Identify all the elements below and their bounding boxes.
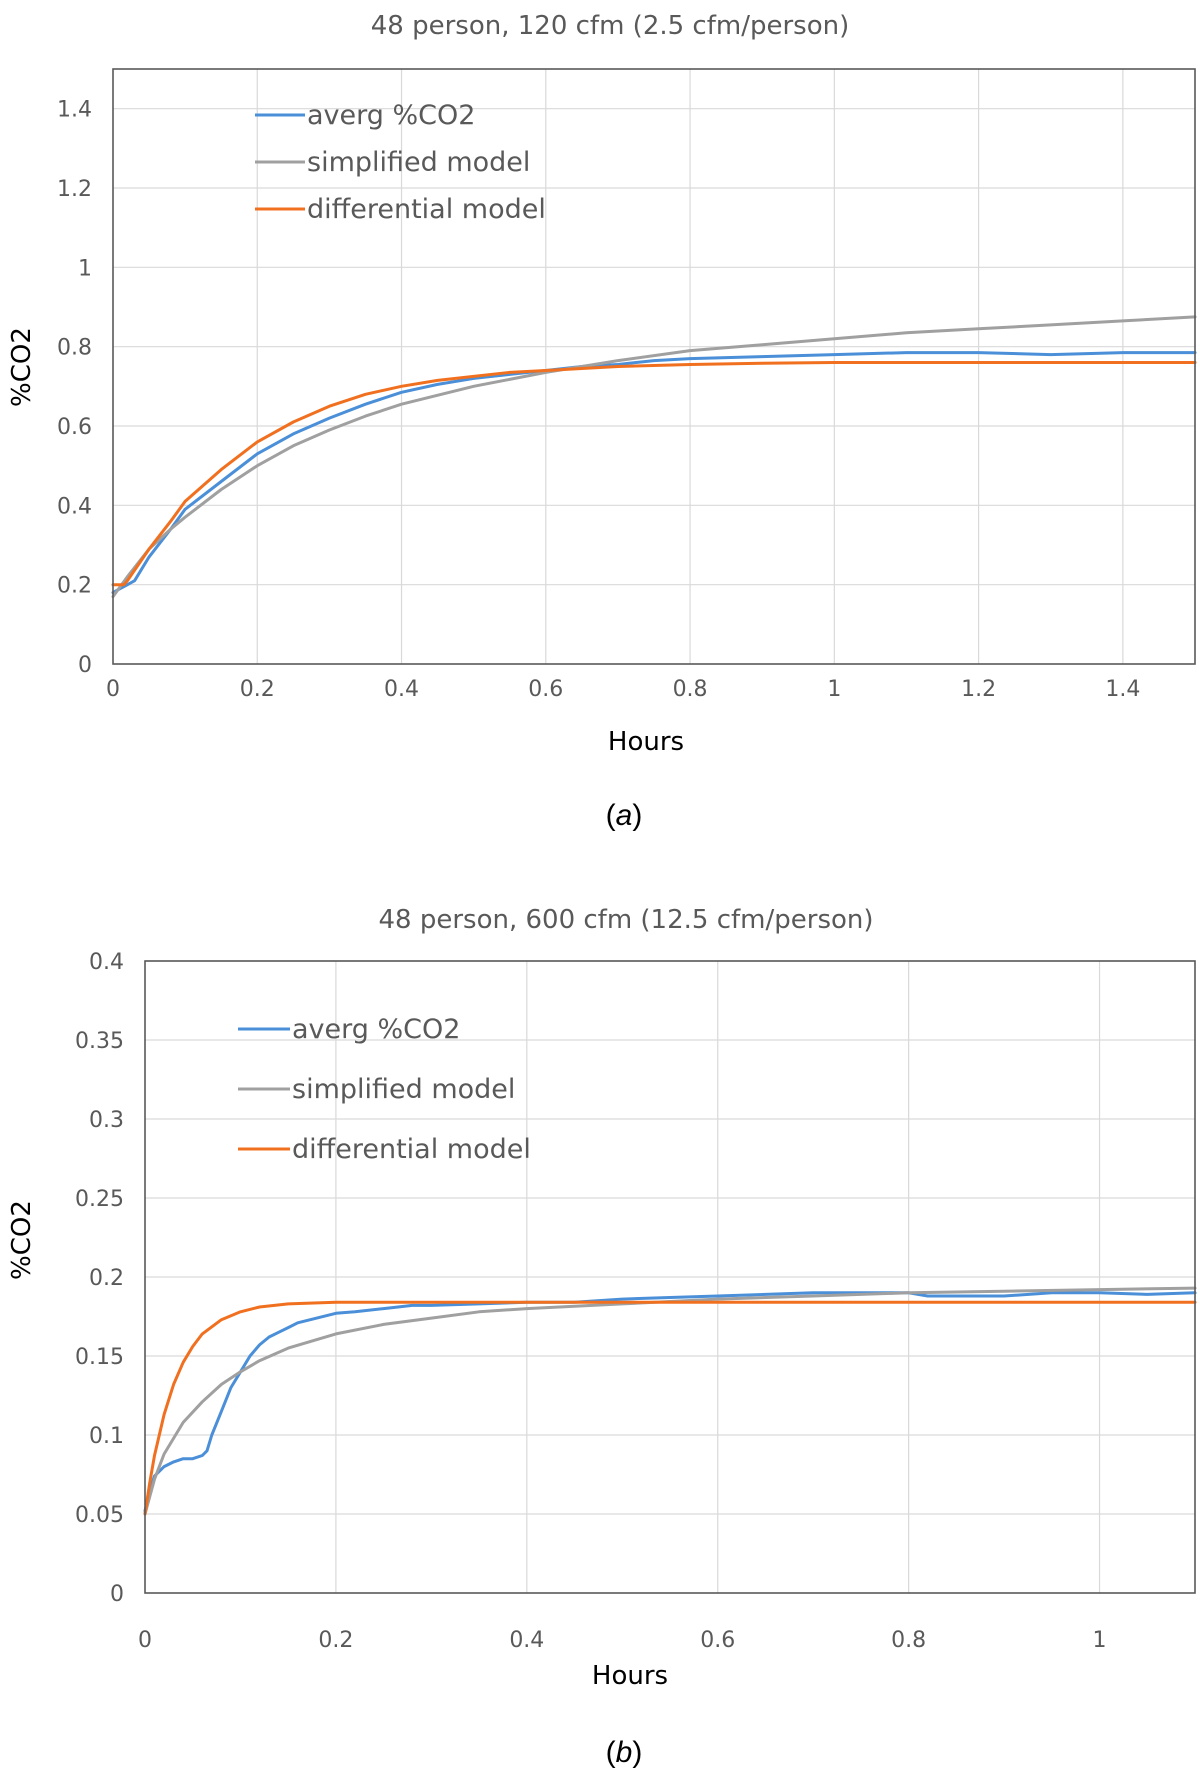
- y-tick-label: 0.2: [57, 574, 92, 599]
- series-line-differential-model: [111, 361, 1197, 587]
- chart-b-caption-letter: b: [616, 1736, 633, 1769]
- legend-label: simplified model: [307, 147, 530, 178]
- chart-b-legend: averg %CO2 simplified model differential m…: [238, 1014, 531, 1165]
- y-tick-label: 1.4: [57, 98, 92, 123]
- chart-b-caption-open: (: [606, 1736, 616, 1769]
- x-tick-label: 1: [1093, 1628, 1107, 1653]
- x-tick-label: 0.2: [240, 677, 275, 702]
- y-tick-label: 0: [78, 653, 92, 678]
- y-tick-label: 0.35: [75, 1029, 124, 1054]
- chart-a-y-axis-label: %CO2: [7, 327, 37, 407]
- chart-b-gridlines: [145, 960, 1195, 1593]
- chart-b-title: 48 person, 600 cfm (12.5 cfm/person): [378, 905, 873, 935]
- series-line-differential-model: [143, 1300, 1197, 1516]
- y-tick-label: 1.2: [57, 177, 92, 202]
- legend-item-simplified-model: simplified model: [255, 147, 530, 178]
- x-tick-label: 0.4: [384, 677, 419, 702]
- legend-label: averg %CO2: [307, 100, 475, 131]
- legend-item-simplified-model: simplified model: [238, 1074, 515, 1105]
- legend-label: simplified model: [292, 1074, 515, 1105]
- x-tick-label: 0.6: [700, 1628, 735, 1653]
- y-tick-label: 0.6: [57, 415, 92, 440]
- series-line-averg-co2: [143, 1291, 1197, 1513]
- x-tick-label: 0: [106, 677, 120, 702]
- y-tick-label: 0.1: [89, 1424, 124, 1449]
- legend-item-differential-model: differential model: [255, 194, 546, 225]
- x-tick-label: 0.8: [673, 677, 708, 702]
- x-tick-label: 0.2: [318, 1628, 353, 1653]
- legend-label: averg %CO2: [292, 1014, 460, 1045]
- x-tick-label: 0.6: [528, 677, 563, 702]
- chart-b-y-axis-label: %CO2: [7, 1200, 37, 1280]
- y-tick-label: 0.25: [75, 1187, 124, 1212]
- y-tick-label: 0.2: [89, 1266, 124, 1291]
- series-line-averg-co2: [111, 351, 1197, 595]
- chart-a-caption-close: ): [632, 799, 642, 832]
- legend-label: differential model: [292, 1134, 531, 1165]
- y-tick-label: 0.3: [89, 1108, 124, 1133]
- chart-a: 48 person, 120 cfm (2.5 cfm/person) 0 0.2…: [7, 11, 1197, 832]
- chart-a-gridlines: [113, 69, 1195, 664]
- legend-item-averg-co2: averg %CO2: [255, 100, 475, 131]
- chart-b-ticks: 0 0.2 0.4 0.6 0.8 1 0 0.05 0.1 0.15 0.2 0.25 0.3 0.35…: [75, 950, 1107, 1653]
- chart-b-series: [143, 1286, 1197, 1516]
- chart-b-x-axis-label: Hours: [592, 1661, 668, 1691]
- legend-label: differential model: [307, 194, 546, 225]
- chart-a-ticks: 0 0.2 0.4 0.6 0.8 1 1.2 1.4 0 0.2 0.4 0.6 0.8 1 1.2 1.4: [57, 98, 1140, 702]
- legend-item-differential-model: differential model: [238, 1134, 531, 1165]
- chart-b: 48 person, 600 cfm (12.5 cfm/person) 0 0.…: [7, 905, 1197, 1769]
- y-tick-label: 0.4: [89, 950, 124, 975]
- chart-a-caption-open: (: [606, 799, 616, 832]
- legend-item-averg-co2: averg %CO2: [238, 1014, 460, 1045]
- y-tick-label: 0.8: [57, 336, 92, 361]
- y-tick-label: 1: [78, 256, 92, 281]
- chart-a-title: 48 person, 120 cfm (2.5 cfm/person): [371, 11, 850, 41]
- chart-a-x-axis-label: Hours: [608, 727, 684, 757]
- chart-a-caption-letter: a: [616, 799, 633, 832]
- x-tick-label: 1.4: [1105, 677, 1140, 702]
- x-tick-label: 1.2: [961, 677, 996, 702]
- y-tick-label: 0: [110, 1582, 124, 1607]
- y-tick-label: 0.15: [75, 1345, 124, 1370]
- chart-a-plot-frame: [112, 68, 1196, 665]
- chart-b-plot-frame: [144, 960, 1196, 1594]
- y-tick-label: 0.05: [75, 1503, 124, 1528]
- series-line-simplified-model: [111, 315, 1197, 599]
- x-tick-label: 0: [138, 1628, 152, 1653]
- chart-a-legend: averg %CO2 simplified model differential m…: [255, 100, 546, 225]
- chart-b-caption: (b): [606, 1736, 643, 1769]
- chart-a-series: [111, 315, 1197, 599]
- x-tick-label: 0.4: [509, 1628, 544, 1653]
- y-tick-label: 0.4: [57, 494, 92, 519]
- chart-a-caption: (a): [606, 799, 643, 832]
- x-tick-label: 0.8: [891, 1628, 926, 1653]
- x-tick-label: 1: [827, 677, 841, 702]
- series-line-simplified-model: [143, 1286, 1197, 1516]
- chart-b-caption-close: ): [632, 1736, 642, 1769]
